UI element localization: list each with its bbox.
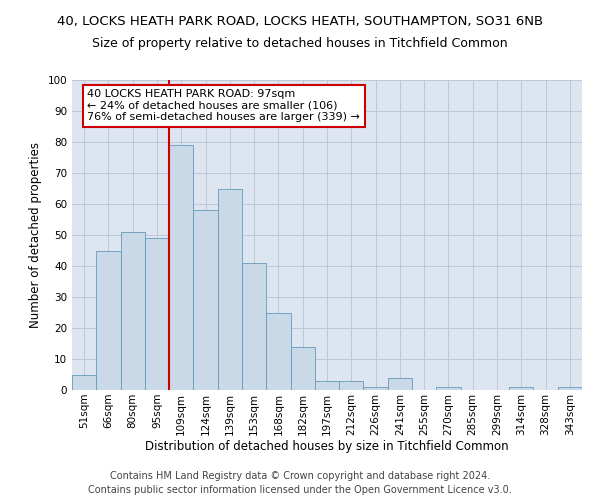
Y-axis label: Number of detached properties: Number of detached properties <box>29 142 42 328</box>
Bar <box>388 378 412 390</box>
Bar <box>193 210 218 390</box>
Bar <box>509 387 533 390</box>
Bar <box>364 387 388 390</box>
Text: 40, LOCKS HEATH PARK ROAD, LOCKS HEATH, SOUTHAMPTON, SO31 6NB: 40, LOCKS HEATH PARK ROAD, LOCKS HEATH, … <box>57 15 543 28</box>
Text: 40 LOCKS HEATH PARK ROAD: 97sqm
← 24% of detached houses are smaller (106)
76% o: 40 LOCKS HEATH PARK ROAD: 97sqm ← 24% of… <box>88 90 360 122</box>
Bar <box>315 380 339 390</box>
Bar <box>169 145 193 390</box>
Bar <box>242 263 266 390</box>
Text: Contains HM Land Registry data © Crown copyright and database right 2024.
Contai: Contains HM Land Registry data © Crown c… <box>88 471 512 495</box>
Bar <box>218 188 242 390</box>
Bar <box>96 250 121 390</box>
Bar <box>290 346 315 390</box>
Bar <box>266 312 290 390</box>
Bar <box>436 387 461 390</box>
Text: Size of property relative to detached houses in Titchfield Common: Size of property relative to detached ho… <box>92 38 508 51</box>
Bar <box>339 380 364 390</box>
Bar <box>72 374 96 390</box>
Bar <box>145 238 169 390</box>
X-axis label: Distribution of detached houses by size in Titchfield Common: Distribution of detached houses by size … <box>145 440 509 454</box>
Bar <box>121 232 145 390</box>
Bar <box>558 387 582 390</box>
